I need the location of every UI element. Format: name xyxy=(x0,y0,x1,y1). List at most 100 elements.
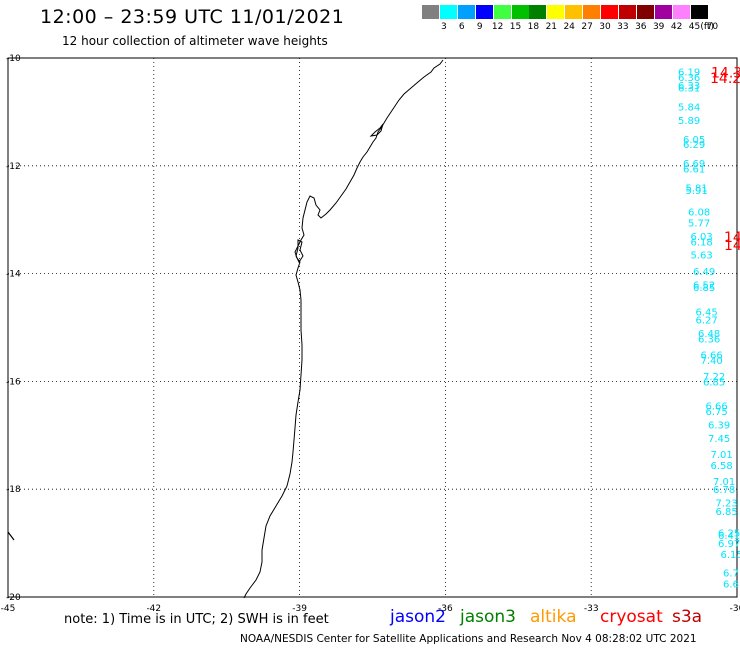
swh-reading: 6.6 xyxy=(723,580,739,591)
legend-tick-label: 39 xyxy=(652,22,665,32)
legend-swatch xyxy=(493,5,511,19)
legend-swatch xyxy=(601,5,618,19)
swh-reading: 5.91 xyxy=(686,186,708,197)
legend-tick-label: 15 xyxy=(509,22,522,32)
legend-tick-label: 45 xyxy=(688,22,701,32)
swh-reading: 6.03 xyxy=(691,232,713,243)
satellite-label-s3a: s3a xyxy=(672,607,703,627)
legend-swatch xyxy=(511,5,529,19)
legend-tick-label: 3 xyxy=(441,22,447,32)
swh-reading: 5.89 xyxy=(678,116,700,127)
swh-reading: 6.25 xyxy=(718,528,740,539)
units-note: note: 1) Time is in UTC; 2) SWH is in fe… xyxy=(64,612,329,627)
page-subtitle: 12 hour collection of altimeter wave hei… xyxy=(62,34,328,48)
swh-reading: 6.66 xyxy=(701,350,723,361)
swh-reading: 5.81 xyxy=(686,183,708,194)
lat-tick-label: -20 xyxy=(6,593,21,603)
legend-swatch xyxy=(422,5,439,19)
swh-reading: 6.85 xyxy=(703,377,725,388)
swh-reading: 6.58 xyxy=(711,461,733,472)
legend-tick-label: 70 xyxy=(706,22,719,32)
legend-tick-label: 21 xyxy=(545,22,558,32)
swh-reading: 6.18 xyxy=(691,237,713,248)
legend-swatch xyxy=(565,5,583,19)
swh-reading-high: 14 xyxy=(724,230,740,246)
legend-tick-label: 18 xyxy=(527,22,540,32)
legend-swatch xyxy=(690,5,708,19)
lon-tick-label: -36 xyxy=(438,604,453,614)
legend-swatch xyxy=(547,5,565,19)
swh-reading: 6.31 xyxy=(678,84,700,95)
page-title: 12:00 – 23:59 UTC 11/01/2021 xyxy=(40,6,345,28)
coastline-fragment xyxy=(7,531,15,541)
lat-tick-label: -18 xyxy=(6,485,21,495)
legend-swatch xyxy=(583,5,601,19)
swh-reading: 6.36 xyxy=(698,334,720,345)
legend-swatch xyxy=(618,5,636,19)
map-frame xyxy=(7,57,738,598)
swh-reading: 6.69 xyxy=(683,159,705,170)
swh-reading: 6.52 xyxy=(693,280,715,291)
legend-swatch xyxy=(457,5,475,19)
coastline xyxy=(243,59,444,599)
swh-reading-high: 14.3 xyxy=(711,65,740,81)
swh-reading: 6.27 xyxy=(696,315,718,326)
lat-tick-label: -16 xyxy=(6,377,21,387)
swh-reading: 7.01 xyxy=(713,477,735,488)
swh-reading: 6.41 xyxy=(718,531,740,542)
lon-tick-label: -30 xyxy=(730,604,740,614)
swh-reading-high: 14.2 xyxy=(710,71,740,87)
satellite-label-cryosat: cryosat xyxy=(600,607,663,627)
legend-tick-label: 6 xyxy=(458,22,465,32)
swh-reading: 6.45 xyxy=(696,307,718,318)
legend-tick-label: 27 xyxy=(581,22,593,32)
legend-unit: (ft) xyxy=(700,22,714,32)
legend-tick-label: 24 xyxy=(563,22,575,32)
legend-swatch xyxy=(439,5,457,19)
swh-reading: 5.77 xyxy=(688,218,710,229)
swh-reading: 7.23 xyxy=(716,499,738,510)
legend-swatch xyxy=(654,5,672,19)
swh-reading: 6.36 xyxy=(678,73,700,84)
lat-tick-label: -14 xyxy=(6,270,21,280)
legend-swatch xyxy=(672,5,690,19)
swh-reading: 6.19 xyxy=(678,67,700,78)
swh-reading: 7.22 xyxy=(703,372,725,383)
legend-tick-label: 42 xyxy=(670,22,683,32)
swh-reading: 7.01 xyxy=(711,450,733,461)
swh-reading-high: 14 xyxy=(724,238,740,254)
swh-reading: 6.33 xyxy=(678,81,700,92)
swh-reading: 6.78 xyxy=(713,485,735,496)
swh-reading: 6.39 xyxy=(708,421,730,432)
legend-swatch xyxy=(529,5,547,19)
swh-reading: 5.63 xyxy=(691,251,713,262)
swh-reading: 6.49 xyxy=(693,267,715,278)
swh-reading: 6.05 xyxy=(683,135,705,146)
swh-reading: 6.29 xyxy=(683,140,705,151)
lon-tick-label: -39 xyxy=(292,604,307,614)
legend-swatch xyxy=(636,5,654,19)
swh-reading: 6.15 xyxy=(721,550,740,561)
coastline-islands xyxy=(295,239,304,263)
lat-tick-label: -12 xyxy=(6,162,21,172)
satellite-label-altika: altika xyxy=(530,607,577,627)
coastline-bay xyxy=(369,123,384,137)
swh-reading: 5.84 xyxy=(678,103,700,114)
swh-reading: 6.08 xyxy=(688,208,710,219)
lon-tick-label: -33 xyxy=(584,604,599,614)
satellite-label-jason2: jason2 xyxy=(390,607,446,627)
legend-swatch xyxy=(475,5,493,19)
swh-reading: 6.85 xyxy=(693,283,715,294)
lon-tick-label: -42 xyxy=(146,604,161,614)
legend-tick-label: 36 xyxy=(635,22,647,32)
legend-tick-label: 33 xyxy=(617,22,629,32)
swh-reading: 7.45 xyxy=(708,434,730,445)
lat-tick-label: -10 xyxy=(6,54,21,64)
swh-reading: 6.61 xyxy=(683,164,705,175)
swh-reading: 6.97 xyxy=(718,539,740,550)
lon-tick-label: -45 xyxy=(1,604,16,614)
swh-reading: 6.85 xyxy=(716,507,738,518)
legend-tick-label: 9 xyxy=(476,22,483,32)
swh-reading: 6.66 xyxy=(706,402,728,413)
